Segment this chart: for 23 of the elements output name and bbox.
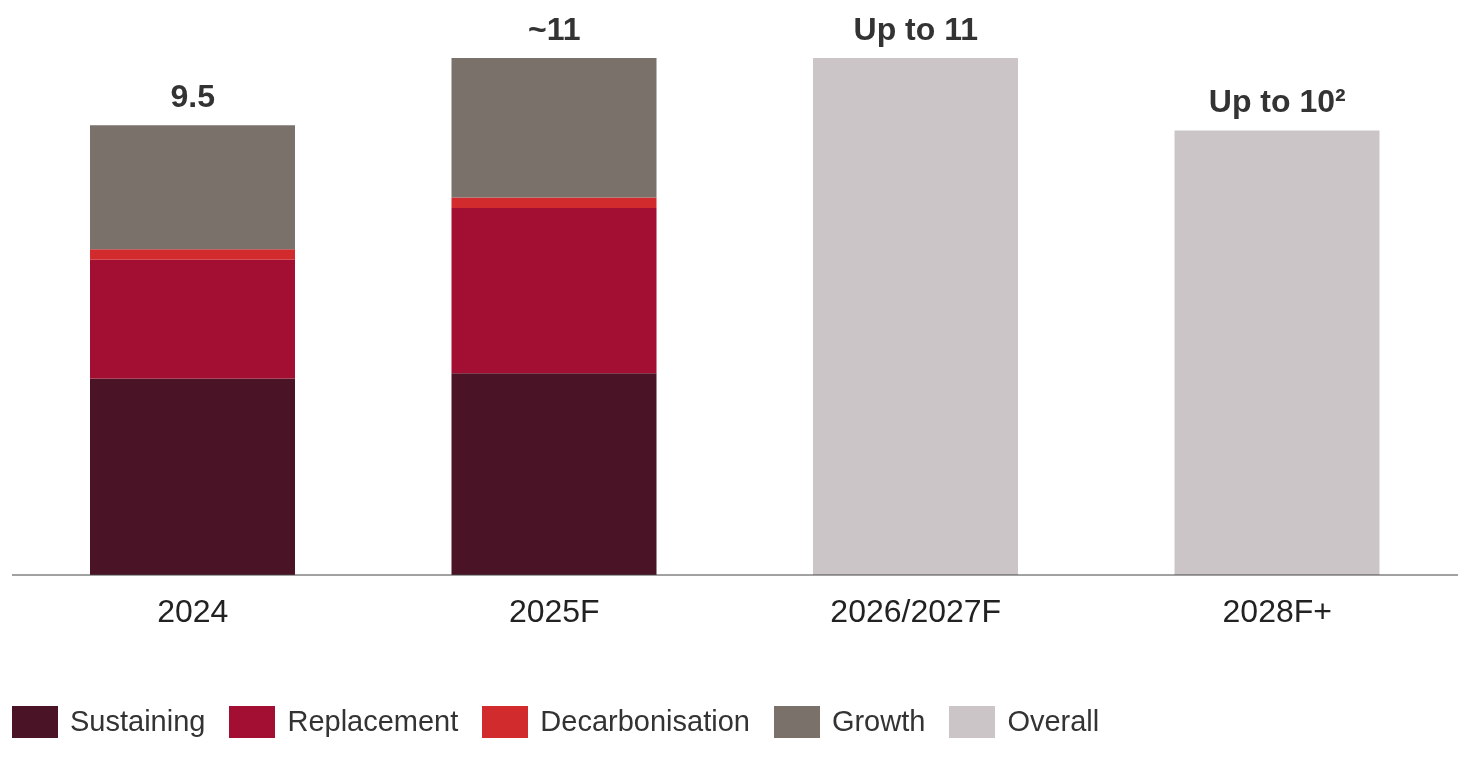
bar: [451, 373, 657, 575]
x-tick-label: 2026/2027F: [830, 592, 1002, 629]
bar: [451, 58, 657, 198]
bar: [451, 197, 657, 208]
legend-label: Replacement: [287, 705, 459, 738]
x-tick-label: 2024: [157, 592, 229, 629]
x-tick-label: 2028F+: [1222, 592, 1332, 629]
legend-label: Overall: [1007, 705, 1100, 738]
annotation: ~11: [527, 11, 581, 47]
bar: [90, 378, 295, 575]
legend-label: Growth: [831, 705, 926, 738]
legend-label: Decarbonisation: [540, 705, 750, 738]
x-tick-label: 2025F: [508, 592, 600, 629]
bar: [1174, 130, 1380, 575]
legend-label: Sustaining: [70, 705, 206, 738]
bar: [813, 58, 1018, 575]
bar: [90, 259, 295, 379]
annotation: Up to 10²: [1208, 83, 1346, 120]
annotation: 9.5: [170, 78, 215, 115]
bar: [90, 125, 295, 250]
bar: [90, 249, 295, 260]
annotation: Up to 11: [853, 11, 978, 47]
bar: [451, 207, 657, 374]
